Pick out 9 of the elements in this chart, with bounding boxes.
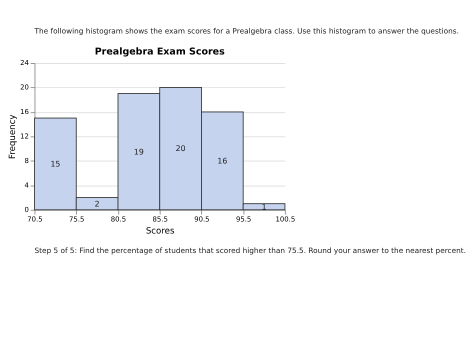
chart-title: Prealgebra Exam Scores — [94, 46, 226, 58]
data-label: 1 — [262, 202, 267, 212]
x-axis-title: Scores — [146, 226, 175, 237]
data-label: 19 — [134, 147, 144, 156]
data-label: 16 — [217, 156, 228, 166]
data-label: 2 — [94, 199, 100, 208]
y-axis-title: Frequency — [8, 114, 18, 160]
data-label: 20 — [176, 144, 186, 154]
data-label: 15 — [50, 160, 60, 169]
